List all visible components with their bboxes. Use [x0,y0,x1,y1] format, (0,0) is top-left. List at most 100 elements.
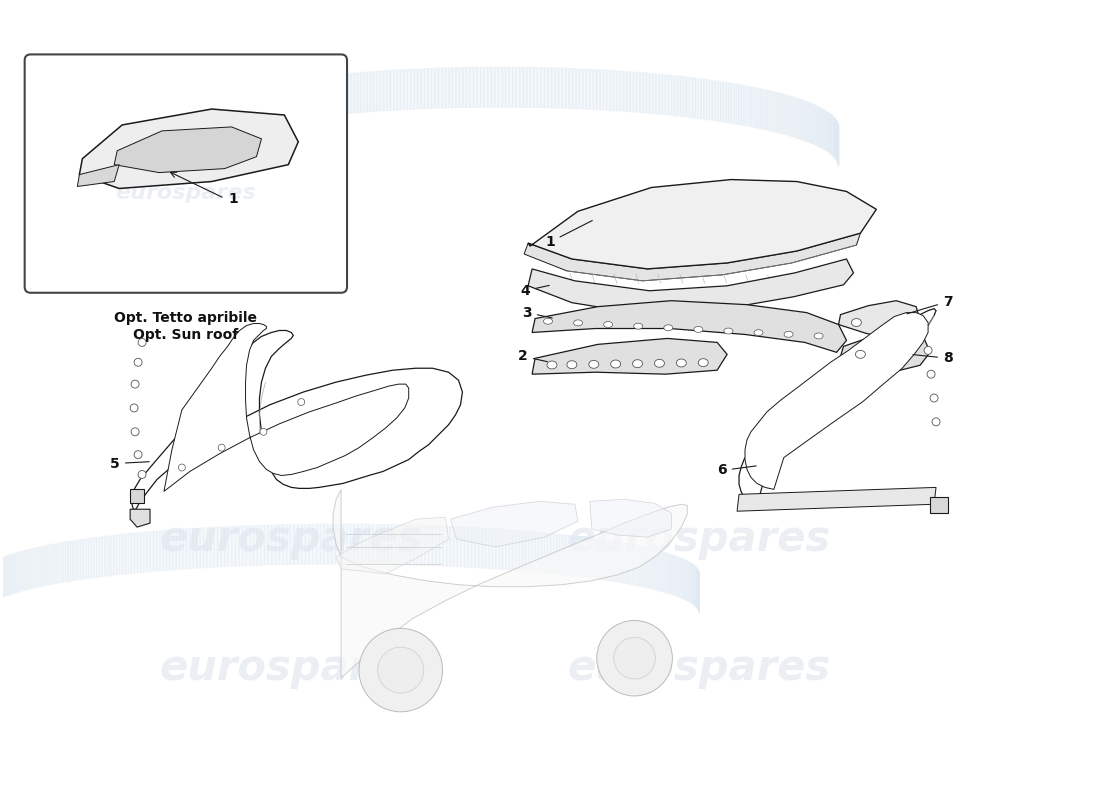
Polygon shape [205,98,206,138]
Polygon shape [656,74,659,114]
Polygon shape [544,68,548,108]
Polygon shape [232,526,235,566]
Polygon shape [614,70,617,110]
Polygon shape [214,94,217,134]
Ellipse shape [610,360,620,368]
Polygon shape [253,526,257,566]
Polygon shape [590,70,593,110]
Polygon shape [268,525,272,565]
Polygon shape [329,75,332,115]
Polygon shape [151,531,153,571]
Polygon shape [619,542,622,582]
Polygon shape [674,76,678,116]
Polygon shape [707,80,710,120]
Ellipse shape [724,328,733,334]
Polygon shape [785,95,788,135]
Polygon shape [678,557,679,597]
Polygon shape [285,81,288,121]
Polygon shape [242,88,244,128]
Polygon shape [180,106,183,147]
Polygon shape [199,99,200,139]
Polygon shape [583,69,586,109]
Polygon shape [7,555,8,596]
Polygon shape [131,534,134,574]
Polygon shape [602,540,604,580]
Polygon shape [630,72,634,112]
Polygon shape [663,552,664,592]
Polygon shape [565,535,569,575]
Polygon shape [776,92,778,133]
Text: 8: 8 [913,351,953,366]
Polygon shape [675,556,676,596]
Polygon shape [267,83,270,123]
Polygon shape [210,527,214,567]
Polygon shape [652,74,656,114]
Polygon shape [620,71,624,111]
Polygon shape [710,80,713,120]
Polygon shape [332,75,336,115]
Polygon shape [414,525,418,565]
Polygon shape [214,527,218,567]
Polygon shape [102,537,104,577]
Polygon shape [466,67,470,107]
Polygon shape [31,549,33,589]
Polygon shape [21,551,22,591]
Polygon shape [548,68,551,108]
Polygon shape [522,531,526,571]
Polygon shape [270,83,272,123]
Polygon shape [683,77,686,117]
Polygon shape [666,75,669,115]
Polygon shape [336,524,339,564]
Polygon shape [239,526,243,566]
Polygon shape [198,100,199,140]
Polygon shape [484,67,487,107]
Polygon shape [410,525,414,565]
Polygon shape [395,525,399,565]
Circle shape [597,621,672,696]
Circle shape [927,370,935,378]
Polygon shape [344,74,348,114]
Polygon shape [351,524,354,564]
Polygon shape [771,91,773,131]
Polygon shape [626,544,628,584]
Polygon shape [439,68,442,108]
Polygon shape [541,533,544,573]
Polygon shape [732,83,734,123]
Polygon shape [114,127,262,173]
Polygon shape [277,82,279,122]
Polygon shape [686,77,690,118]
Polygon shape [18,552,19,592]
Polygon shape [190,102,191,143]
Polygon shape [598,539,602,579]
Polygon shape [526,531,529,571]
Polygon shape [320,524,324,564]
Polygon shape [649,74,652,114]
Ellipse shape [851,318,861,326]
Polygon shape [333,490,688,678]
Polygon shape [541,68,544,107]
Polygon shape [773,92,776,132]
Polygon shape [612,542,614,582]
Polygon shape [341,74,344,114]
Polygon shape [264,525,268,565]
Polygon shape [551,68,556,108]
Polygon shape [299,78,303,118]
Polygon shape [607,541,609,581]
Polygon shape [297,79,299,119]
Polygon shape [726,82,728,122]
Polygon shape [176,530,179,570]
Polygon shape [644,547,645,587]
FancyBboxPatch shape [24,54,346,293]
Polygon shape [200,98,202,139]
Polygon shape [388,525,392,564]
Polygon shape [701,79,704,119]
Circle shape [931,394,938,402]
Polygon shape [463,68,466,107]
Polygon shape [384,70,387,110]
Polygon shape [235,526,239,566]
Polygon shape [231,90,233,130]
Polygon shape [22,550,24,591]
Ellipse shape [588,360,598,368]
Polygon shape [657,550,658,590]
Polygon shape [667,553,668,594]
